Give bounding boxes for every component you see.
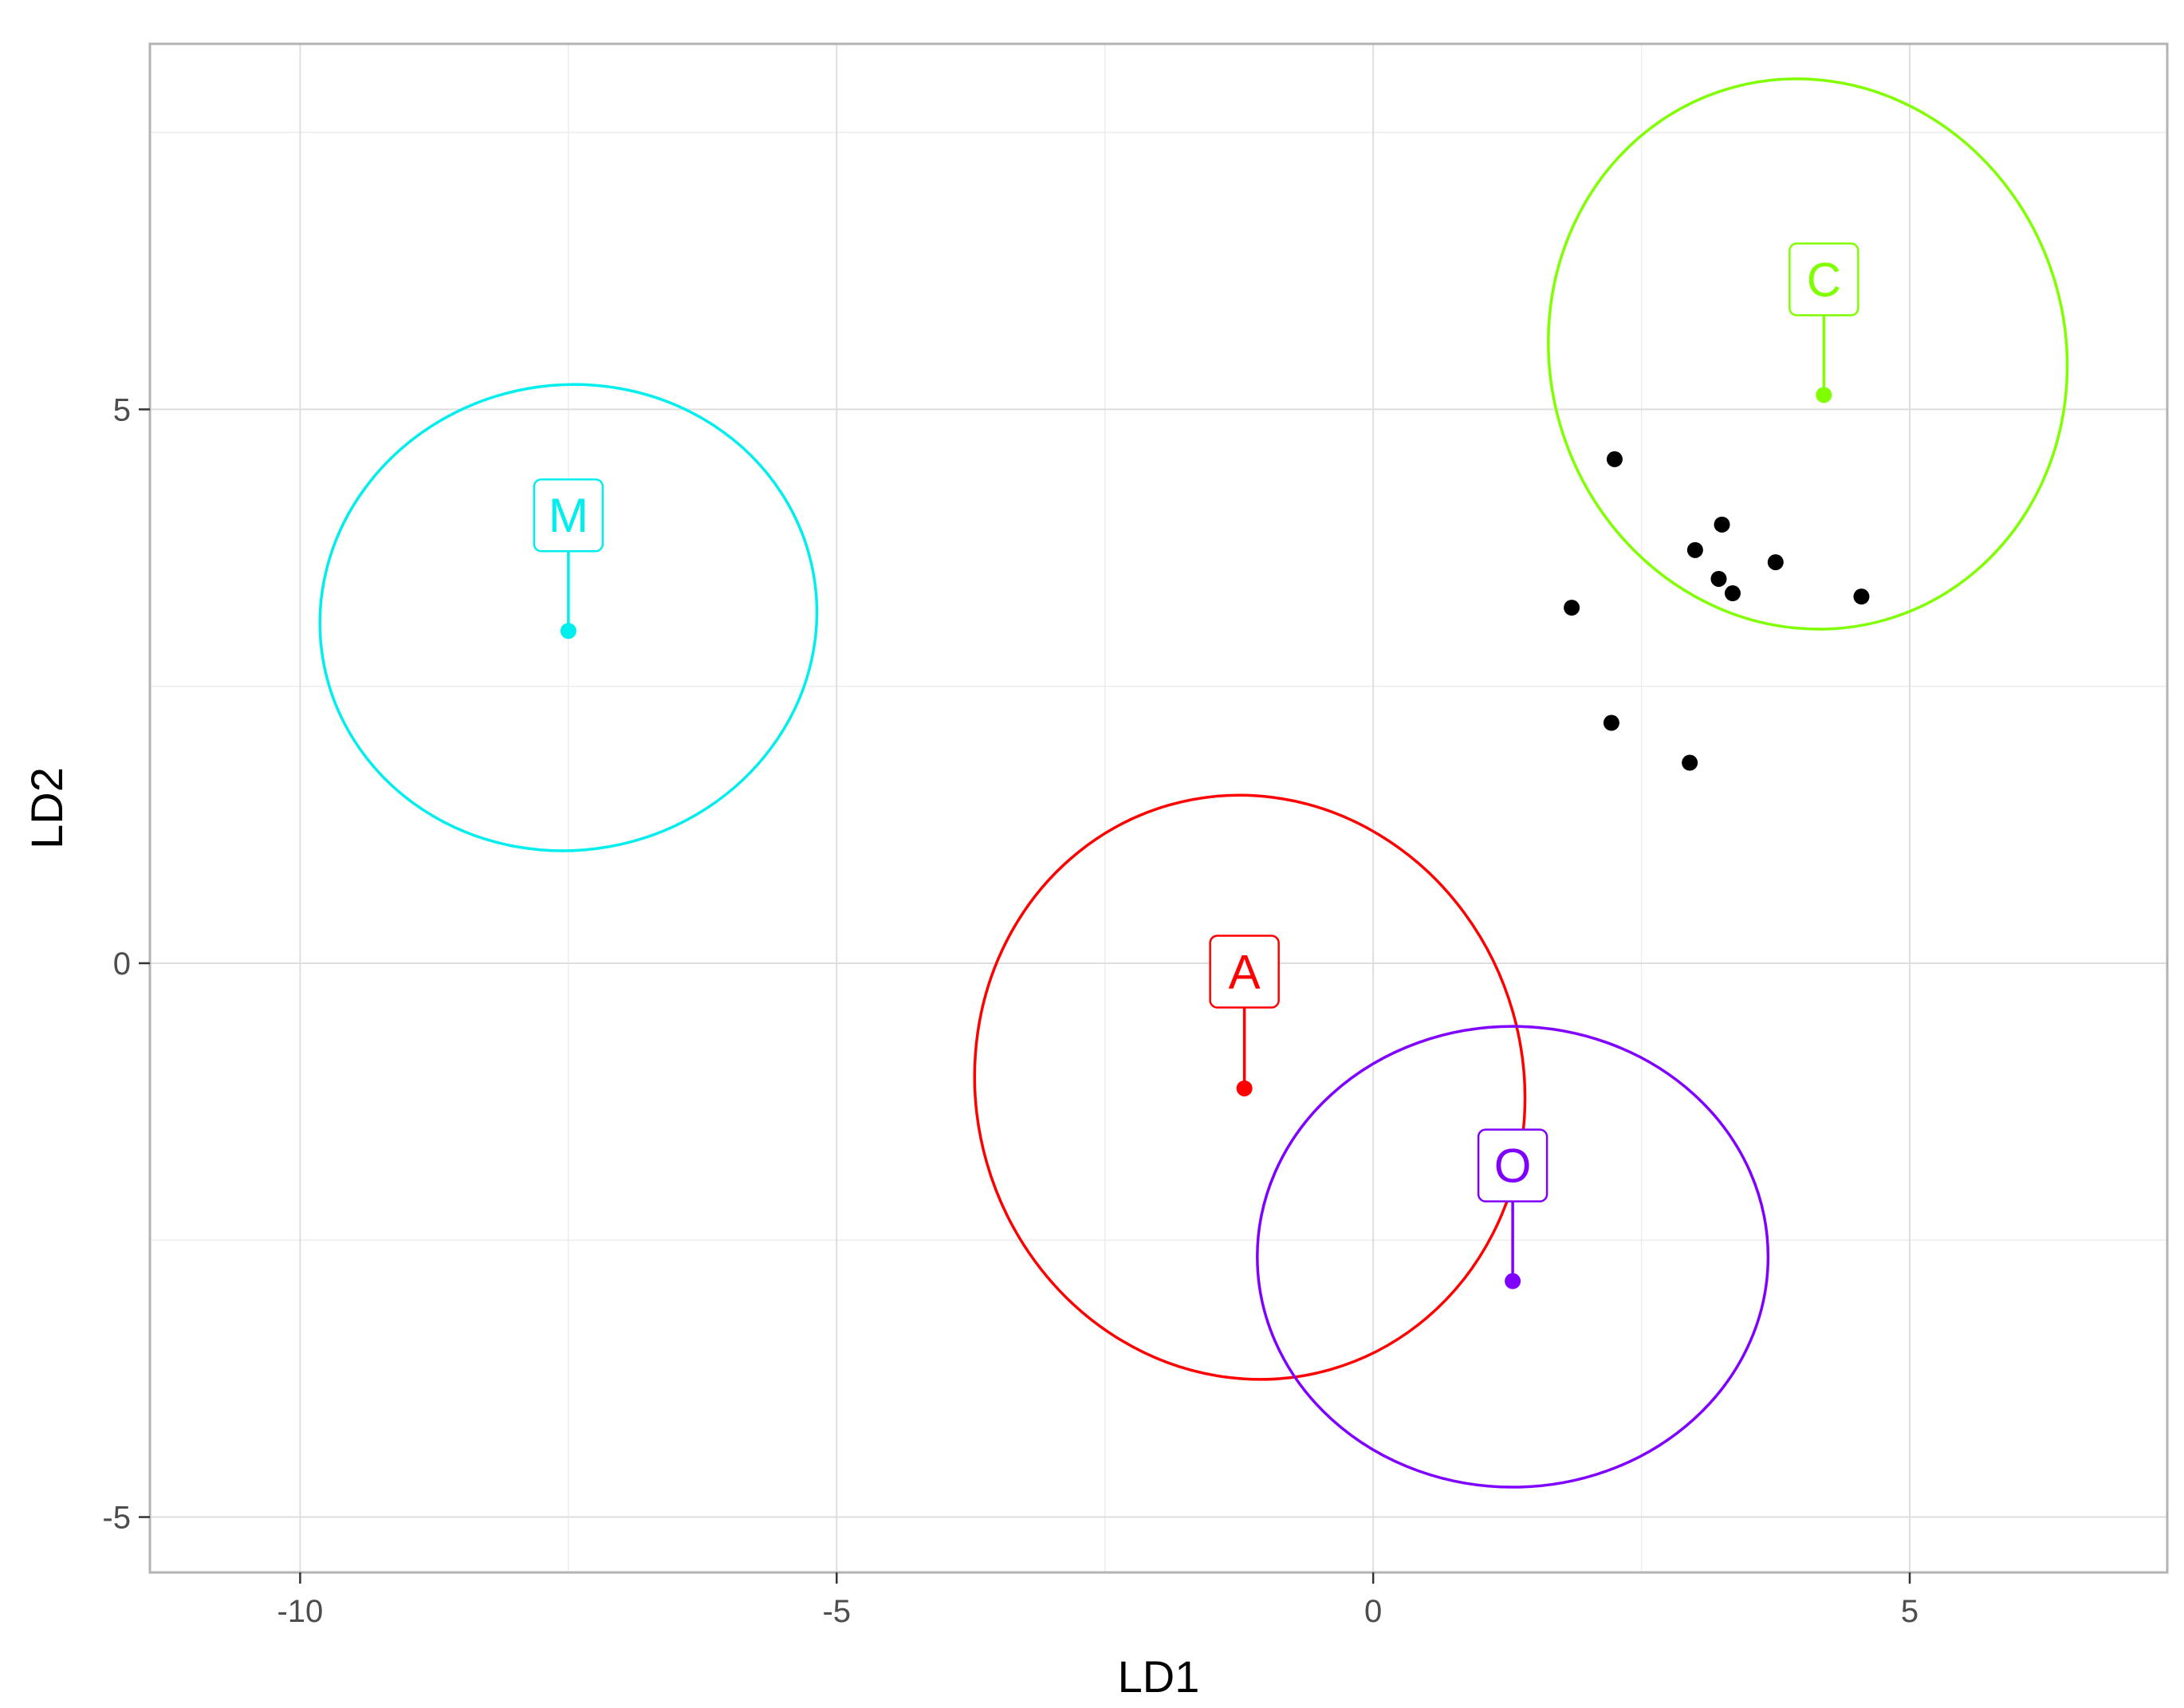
data-point <box>1714 516 1730 533</box>
x-tick-label: -5 <box>822 1594 851 1629</box>
confidence-ellipses <box>318 77 2069 1489</box>
centroid-point <box>1236 1080 1253 1096</box>
major-gridlines <box>150 44 2167 1572</box>
y-axis-ticks: -5 0 5 <box>102 392 150 1536</box>
x-tick-label: 5 <box>1901 1594 1918 1629</box>
centroid-group-o: O <box>1477 1128 1548 1289</box>
group-label: C <box>1807 253 1841 306</box>
data-point <box>1724 585 1741 602</box>
label-box <box>1209 935 1280 1009</box>
group-label: M <box>549 489 588 542</box>
data-point <box>1767 554 1784 571</box>
x-axis-title: LD1 <box>1118 1651 1200 1702</box>
centroid-group-a: A <box>1209 935 1280 1096</box>
y-tick-label: 5 <box>113 392 131 427</box>
centroid-group-m: M <box>533 478 604 640</box>
data-point <box>1603 714 1619 731</box>
x-axis-ticks: -10 -5 0 5 <box>277 1572 1918 1629</box>
data-point <box>1686 541 1703 558</box>
x-tick-label: -10 <box>277 1594 323 1629</box>
centroid-point <box>1505 1273 1521 1289</box>
data-point <box>1853 588 1870 605</box>
data-point <box>1682 754 1698 771</box>
minor-gridlines <box>150 44 2167 1572</box>
data-points <box>1564 451 1870 771</box>
y-axis-title: LD2 <box>22 767 72 849</box>
y-tick-label: -5 <box>102 1501 131 1536</box>
centroid-point <box>560 623 576 640</box>
centroid-point <box>1816 387 1832 403</box>
group-centroids: A C M O <box>533 242 1859 1289</box>
label-box <box>1789 242 1859 317</box>
ellipse-a <box>973 793 1527 1381</box>
panel-border <box>148 42 2169 1574</box>
data-point <box>1710 570 1727 587</box>
y-tick-label: 0 <box>113 946 131 982</box>
group-label: A <box>1229 946 1261 999</box>
data-point <box>1606 451 1623 467</box>
x-tick-label: 0 <box>1364 1594 1382 1629</box>
ellipse-o <box>1256 1025 1770 1489</box>
label-box <box>533 478 604 553</box>
group-label: O <box>1494 1139 1532 1193</box>
ellipse-m <box>318 383 819 852</box>
data-point <box>1564 600 1580 616</box>
centroid-group-c: C <box>1789 242 1859 403</box>
label-box <box>1477 1128 1548 1202</box>
ellipse-c <box>1547 77 2069 631</box>
